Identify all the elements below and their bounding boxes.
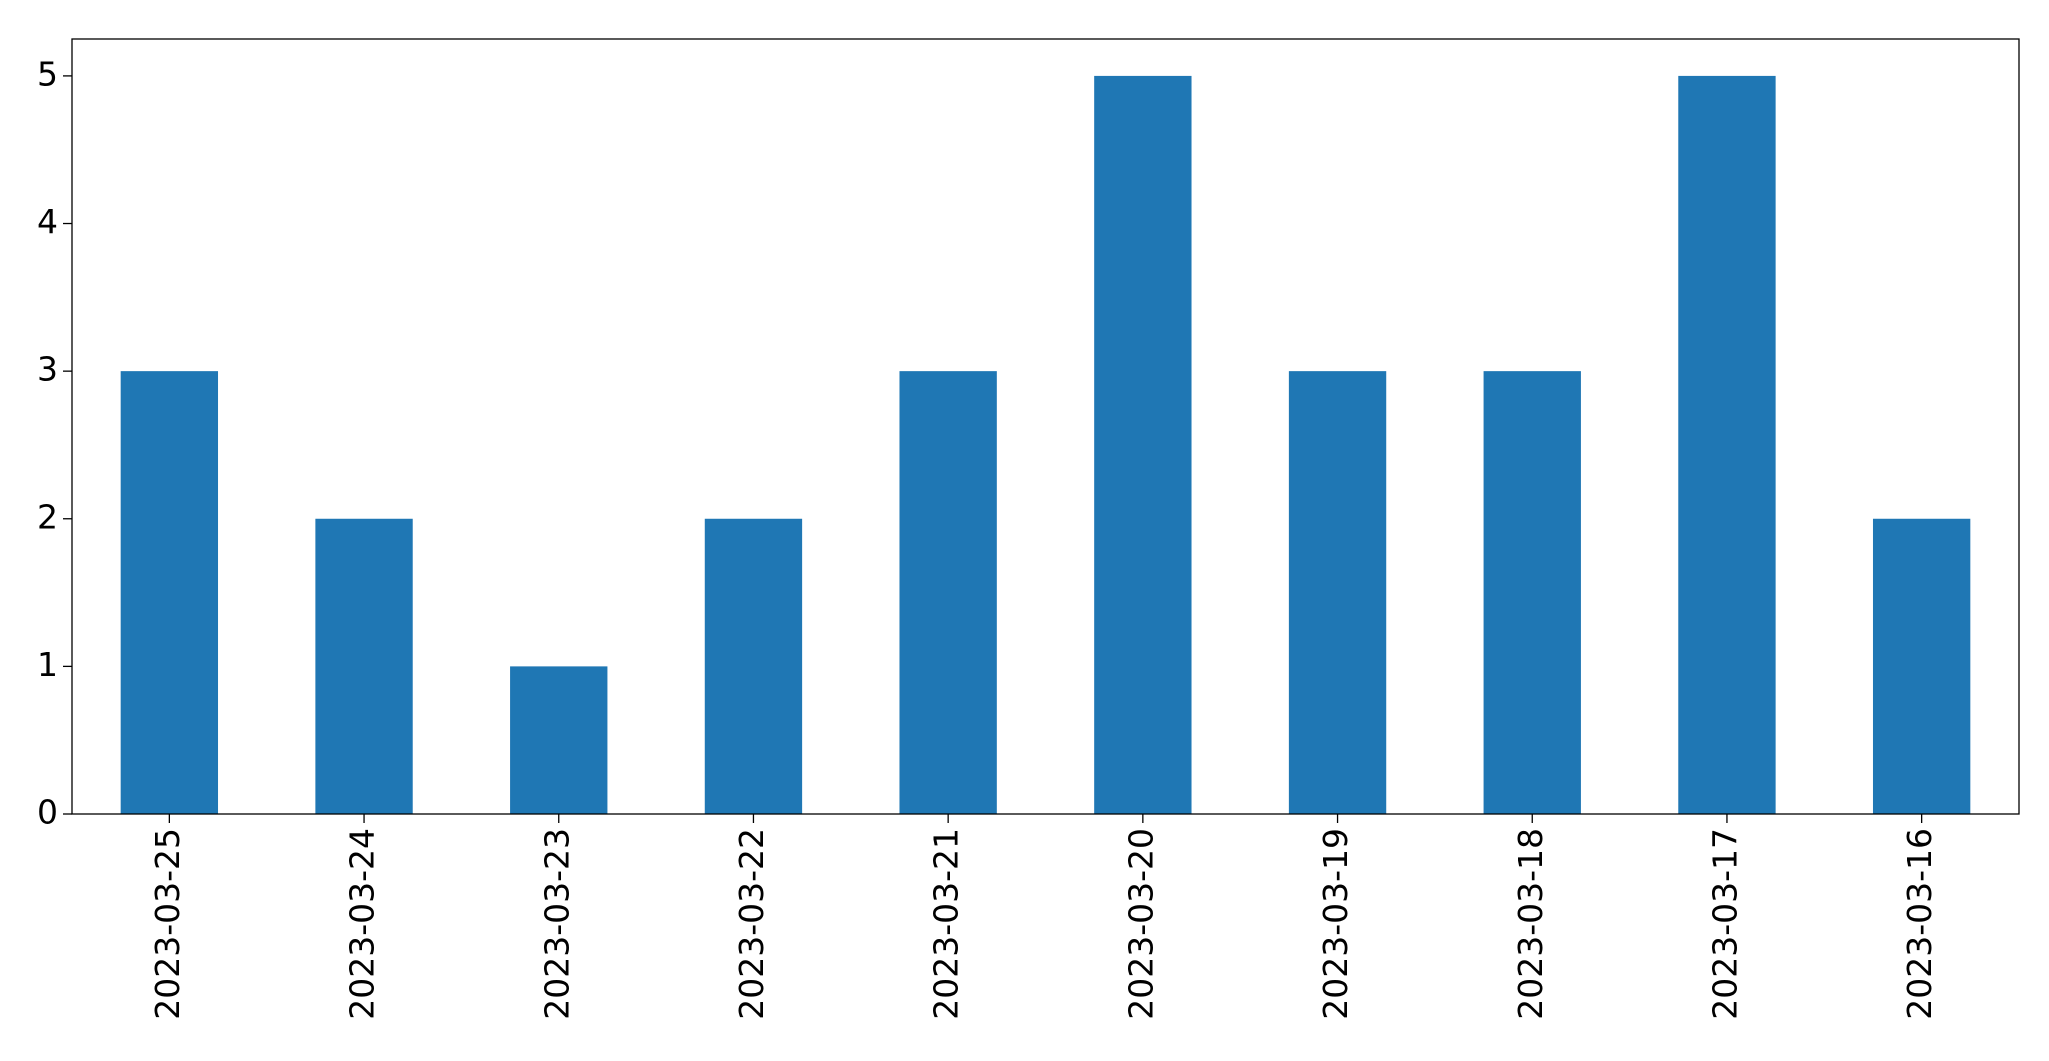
- x-tick-label: 2023-03-19: [1316, 828, 1355, 1020]
- x-tick-label: 2023-03-24: [343, 828, 382, 1020]
- y-tick-label: 4: [37, 202, 58, 241]
- x-tick-label: 2023-03-16: [1900, 828, 1939, 1020]
- x-tick-label: 2023-03-21: [927, 828, 966, 1020]
- bar: [1288, 371, 1387, 814]
- y-tick-label: 5: [37, 54, 58, 93]
- x-tick-label: 2023-03-23: [537, 828, 576, 1020]
- x-tick-label: 2023-03-18: [1511, 828, 1550, 1020]
- y-tick-label: 0: [37, 793, 58, 832]
- bar: [704, 518, 803, 814]
- x-tick-label: 2023-03-25: [148, 828, 187, 1020]
- x-tick-label: 2023-03-20: [1121, 828, 1160, 1020]
- bar: [1094, 75, 1192, 814]
- y-tick-label: 2: [37, 497, 58, 536]
- bar: [315, 518, 413, 814]
- bar: [120, 371, 219, 814]
- bar: [1483, 371, 1581, 814]
- bar: [1678, 75, 1776, 814]
- bar: [1872, 518, 1971, 814]
- x-tick-label: 2023-03-17: [1705, 828, 1744, 1020]
- bar: [899, 371, 997, 814]
- y-tick-label: 3: [37, 350, 58, 389]
- plot-frame: [71, 38, 2020, 815]
- x-tick-label: 2023-03-22: [732, 828, 771, 1020]
- y-tick-label: 1: [37, 645, 58, 684]
- bar: [510, 666, 608, 814]
